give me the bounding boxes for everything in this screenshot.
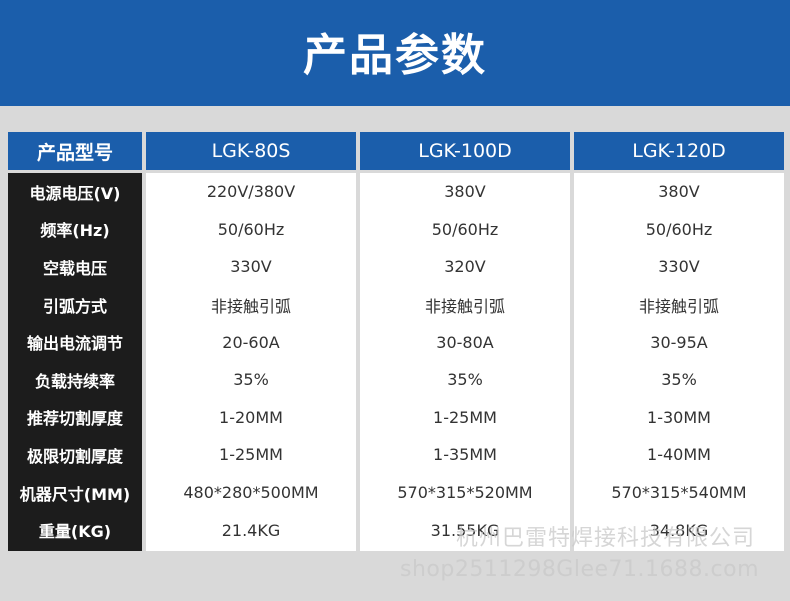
table-cell: 20-60A: [146, 323, 356, 361]
table-row: 电源电压(V) 220V/380V 380V 380V: [8, 173, 784, 211]
row-label: 负载持续率: [8, 360, 142, 399]
table-cell: 330V: [146, 248, 356, 286]
header-model-label: 产品型号: [8, 132, 142, 170]
table-row: 极限切割厚度 1-25MM 1-35MM 1-40MM: [8, 436, 784, 474]
spec-table-container: 产品型号 LGK-80S LGK-100D LGK-120D 电源电压(V) 22…: [8, 132, 784, 551]
watermark-shop-url: shop2511298Glee71.1688.com: [400, 557, 759, 582]
table-row: 输出电流调节 20-60A 30-80A 30-95A: [8, 323, 784, 361]
table-cell: 320V: [360, 248, 570, 286]
table-cell: 330V: [574, 248, 784, 286]
row-label: 极限切割厚度: [8, 436, 142, 474]
row-label: 电源电压(V): [8, 173, 142, 211]
table-cell: 380V: [360, 173, 570, 211]
table-cell: 21.4KG: [146, 511, 356, 551]
header-model-120d: LGK-120D: [574, 132, 784, 170]
row-label: 频率(Hz): [8, 210, 142, 249]
spec-table: 产品型号 LGK-80S LGK-100D LGK-120D 电源电压(V) 22…: [4, 132, 788, 551]
row-label: 推荐切割厚度: [8, 398, 142, 437]
table-cell: 380V: [574, 173, 784, 211]
table-cell: 50/60Hz: [146, 210, 356, 249]
table-cell: 35%: [574, 360, 784, 399]
table-cell: 1-30MM: [574, 398, 784, 437]
table-row: 机器尺寸(MM) 480*280*500MM 570*315*520MM 570*31…: [8, 473, 784, 512]
title-banner: 产品参数: [0, 0, 790, 106]
table-cell: 570*315*520MM: [360, 473, 570, 512]
table-cell: 非接触引弧: [146, 285, 356, 324]
table-cell: 50/60Hz: [574, 210, 784, 249]
row-label: 输出电流调节: [8, 323, 142, 361]
table-cell: 30-80A: [360, 323, 570, 361]
header-model-80s: LGK-80S: [146, 132, 356, 170]
table-header-row: 产品型号 LGK-80S LGK-100D LGK-120D: [8, 132, 784, 170]
table-row: 频率(Hz) 50/60Hz 50/60Hz 50/60Hz: [8, 210, 784, 249]
table-cell: 220V/380V: [146, 173, 356, 211]
row-label: 重量(KG): [8, 511, 142, 551]
header-model-100d: LGK-100D: [360, 132, 570, 170]
table-cell: 非接触引弧: [360, 285, 570, 324]
table-row: 推荐切割厚度 1-20MM 1-25MM 1-30MM: [8, 398, 784, 437]
table-cell: 480*280*500MM: [146, 473, 356, 512]
table-row: 引弧方式 非接触引弧 非接触引弧 非接触引弧: [8, 285, 784, 324]
table-cell: 1-40MM: [574, 436, 784, 474]
table-cell: 35%: [146, 360, 356, 399]
table-cell: 1-25MM: [146, 436, 356, 474]
table-cell: 35%: [360, 360, 570, 399]
row-label: 空载电压: [8, 248, 142, 286]
page-title: 产品参数: [303, 30, 487, 81]
table-cell: 1-25MM: [360, 398, 570, 437]
table-cell: 1-35MM: [360, 436, 570, 474]
table-row: 空载电压 330V 320V 330V: [8, 248, 784, 286]
table-cell: 31.55KG: [360, 511, 570, 551]
row-label: 机器尺寸(MM): [8, 473, 142, 512]
row-label: 引弧方式: [8, 285, 142, 324]
table-row: 负载持续率 35% 35% 35%: [8, 360, 784, 399]
table-cell: 非接触引弧: [574, 285, 784, 324]
table-cell: 570*315*540MM: [574, 473, 784, 512]
table-cell: 34.8KG: [574, 511, 784, 551]
table-cell: 30-95A: [574, 323, 784, 361]
table-cell: 1-20MM: [146, 398, 356, 437]
table-cell: 50/60Hz: [360, 210, 570, 249]
table-row: 重量(KG) 21.4KG 31.55KG 34.8KG: [8, 511, 784, 551]
